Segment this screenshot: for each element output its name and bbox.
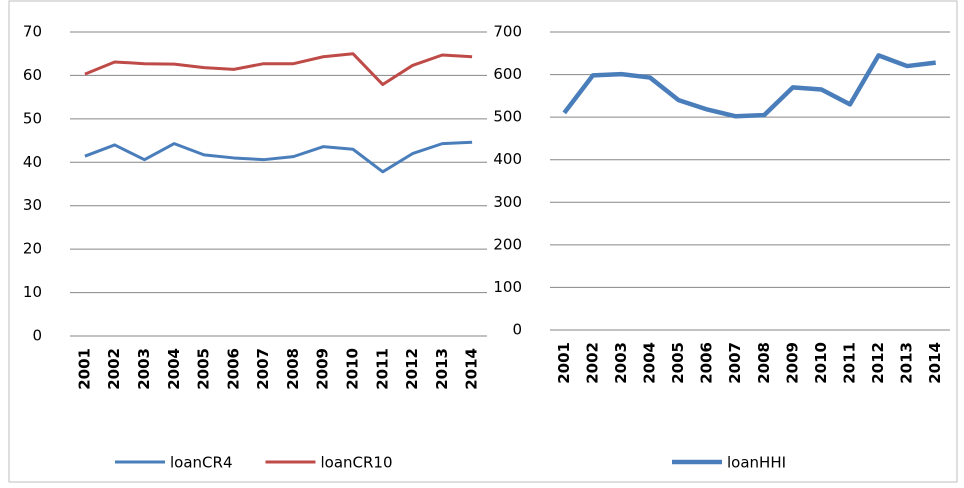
- y-tick-label: 0: [512, 321, 522, 339]
- x-tick-label: 2004: [165, 348, 183, 390]
- y-tick-label: 50: [23, 109, 42, 127]
- y-tick-label: 400: [493, 150, 522, 168]
- x-tick-label: 2011: [373, 348, 391, 390]
- x-tick-label: 2003: [135, 348, 153, 390]
- y-tick-label: 300: [493, 193, 522, 211]
- x-tick-label: 2011: [841, 342, 859, 384]
- x-tick-label: 2013: [433, 348, 451, 390]
- y-tick-label: 0: [32, 327, 42, 345]
- x-tick-label: 2001: [555, 342, 573, 384]
- x-tick-label: 2010: [812, 342, 830, 384]
- x-tick-label: 2007: [726, 342, 744, 384]
- y-tick-label: 500: [493, 108, 522, 126]
- x-tick-label: 2008: [284, 348, 302, 390]
- x-tick-label: 2013: [898, 342, 916, 384]
- x-tick-label: 2007: [254, 348, 272, 390]
- x-tick-label: 2003: [612, 342, 630, 384]
- x-tick-label: 2014: [926, 342, 944, 384]
- y-tick-label: 60: [23, 66, 42, 84]
- x-tick-label: 2010: [343, 348, 361, 390]
- legend-label: loanCR4: [170, 454, 232, 472]
- legend-label: loanHHI: [727, 454, 786, 472]
- y-tick-label: 10: [23, 283, 42, 301]
- y-tick-label: 100: [493, 278, 522, 296]
- y-tick-label: 70: [23, 23, 42, 41]
- legend-label: loanCR10: [320, 454, 392, 472]
- x-tick-label: 2002: [105, 348, 123, 390]
- x-tick-label: 2005: [669, 342, 687, 384]
- x-tick-label: 2008: [755, 342, 773, 384]
- y-tick-label: 40: [23, 153, 42, 171]
- series-line: [84, 52, 473, 87]
- y-tick-label: 30: [23, 196, 42, 214]
- x-tick-label: 2004: [641, 342, 659, 384]
- y-tick-label: 20: [23, 240, 42, 258]
- x-tick-label: 2006: [698, 342, 716, 384]
- series-line: [84, 140, 473, 174]
- frame: [8, 0, 958, 483]
- x-tick-label: 2005: [195, 348, 213, 390]
- x-tick-label: 2001: [75, 348, 93, 390]
- series-line: [562, 53, 936, 119]
- x-tick-label: 2009: [314, 348, 332, 390]
- x-tick-label: 2012: [403, 348, 421, 390]
- x-tick-label: 2009: [783, 342, 801, 384]
- x-tick-label: 2006: [224, 348, 242, 390]
- y-tick-label: 200: [493, 235, 522, 253]
- x-tick-label: 2012: [869, 342, 887, 384]
- y-tick-label: 600: [493, 65, 522, 83]
- x-tick-label: 2002: [583, 342, 601, 384]
- y-tick-label: 700: [493, 23, 522, 41]
- x-tick-label: 2014: [463, 348, 481, 390]
